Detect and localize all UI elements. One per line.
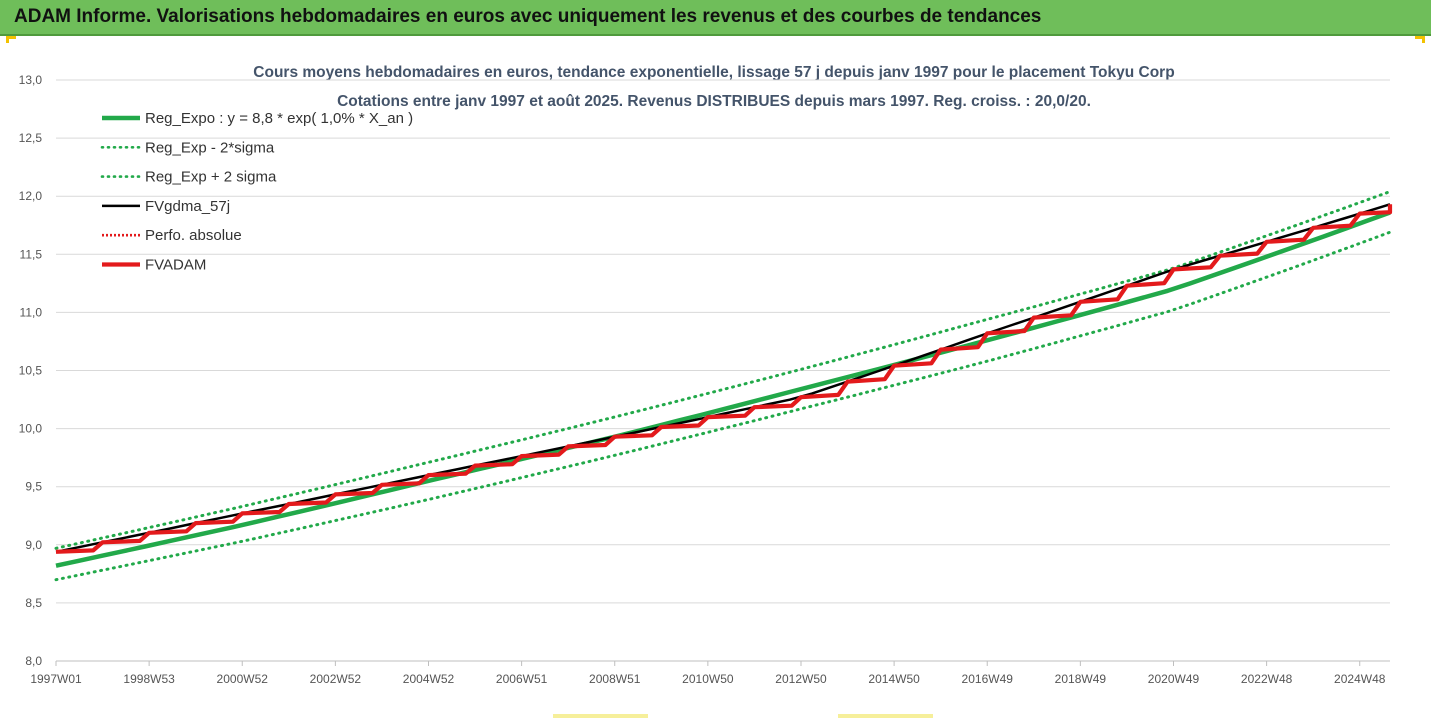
series-line (54, 190, 1392, 550)
x-tick-label: 2020W49 (1148, 672, 1200, 686)
legend: Reg_Expo : y = 8,8 * exp( 1,0% * X_an ) R… (100, 110, 413, 274)
chart-svg: Cours moyens hebdomadaires en euros, ten… (19, 64, 1393, 686)
y-tick-label: 10,5 (19, 364, 43, 378)
tick-layer: 8,0 8,5 9,0 9,5 10,0 10,5 11,0 11,5 12,0 12,5 13,0… (19, 73, 1386, 686)
legend-label: Reg_Expo : y = 8,8 * exp( 1,0% * X_an ) (145, 110, 413, 127)
corner-mark-bottom-left (553, 714, 648, 718)
x-tick-label: 2024W48 (1334, 672, 1386, 686)
y-tick-label: 9,0 (25, 538, 42, 552)
y-tick-label: 8,5 (25, 596, 42, 610)
y-tick-label: 11,5 (20, 247, 43, 261)
x-tick-label: 2022W48 (1241, 672, 1293, 686)
grid-layer (55, 79, 1390, 666)
x-tick-label: 2014W50 (868, 672, 920, 686)
series-layer (54, 190, 1393, 582)
legend-label: FVADAM (145, 257, 206, 274)
legend-label: Reg_Exp - 2*sigma (145, 139, 275, 156)
x-tick-label: 1998W53 (123, 672, 175, 686)
y-tick-label: 12,5 (19, 131, 43, 145)
chart-subtitle: Cotations entre janv 1997 et août 2025. … (337, 93, 1091, 110)
y-tick-label: 13,0 (19, 73, 43, 87)
x-tick-label: 2004W52 (403, 672, 455, 686)
x-tick-label: 1997W01 (30, 672, 82, 686)
x-tick-label: 2012W50 (775, 672, 827, 686)
series-line (55, 204, 1393, 554)
corner-mark-right (1415, 36, 1425, 39)
legend-label: FVgdma_57j (145, 198, 230, 215)
y-tick-label: 11,0 (20, 305, 43, 319)
y-tick-label: 9,5 (25, 480, 42, 494)
header-banner: ADAM Informe. Valorisations hebdomadaire… (0, 0, 1431, 36)
chart-title: Cours moyens hebdomadaires en euros, ten… (253, 64, 1174, 81)
x-tick-label: 2010W50 (682, 672, 734, 686)
x-tick-label: 2016W49 (962, 672, 1014, 686)
y-tick-label: 12,0 (19, 189, 43, 203)
x-tick-label: 2006W51 (496, 672, 548, 686)
x-tick-label: 2000W52 (217, 672, 269, 686)
series-line (54, 230, 1392, 582)
legend-label: Reg_Exp + 2 sigma (145, 169, 277, 186)
corner-mark-bottom-right (838, 714, 933, 718)
x-tick-label: 2018W49 (1055, 672, 1107, 686)
y-tick-label: 8,0 (25, 654, 42, 668)
chart-area: Cours moyens hebdomadaires en euros, ten… (0, 36, 1431, 718)
x-tick-label: 2008W51 (589, 672, 641, 686)
corner-mark-left (6, 36, 16, 39)
corner-mark-left-v (6, 36, 9, 43)
series-line (55, 203, 1391, 554)
series-line (55, 210, 1391, 568)
legend-label: Perfo. absolue (145, 227, 242, 244)
banner-title: ADAM Informe. Valorisations hebdomadaire… (14, 6, 1042, 27)
x-tick-label: 2002W52 (310, 672, 362, 686)
y-tick-label: 10,0 (19, 422, 43, 436)
corner-mark-right-v (1422, 36, 1425, 43)
